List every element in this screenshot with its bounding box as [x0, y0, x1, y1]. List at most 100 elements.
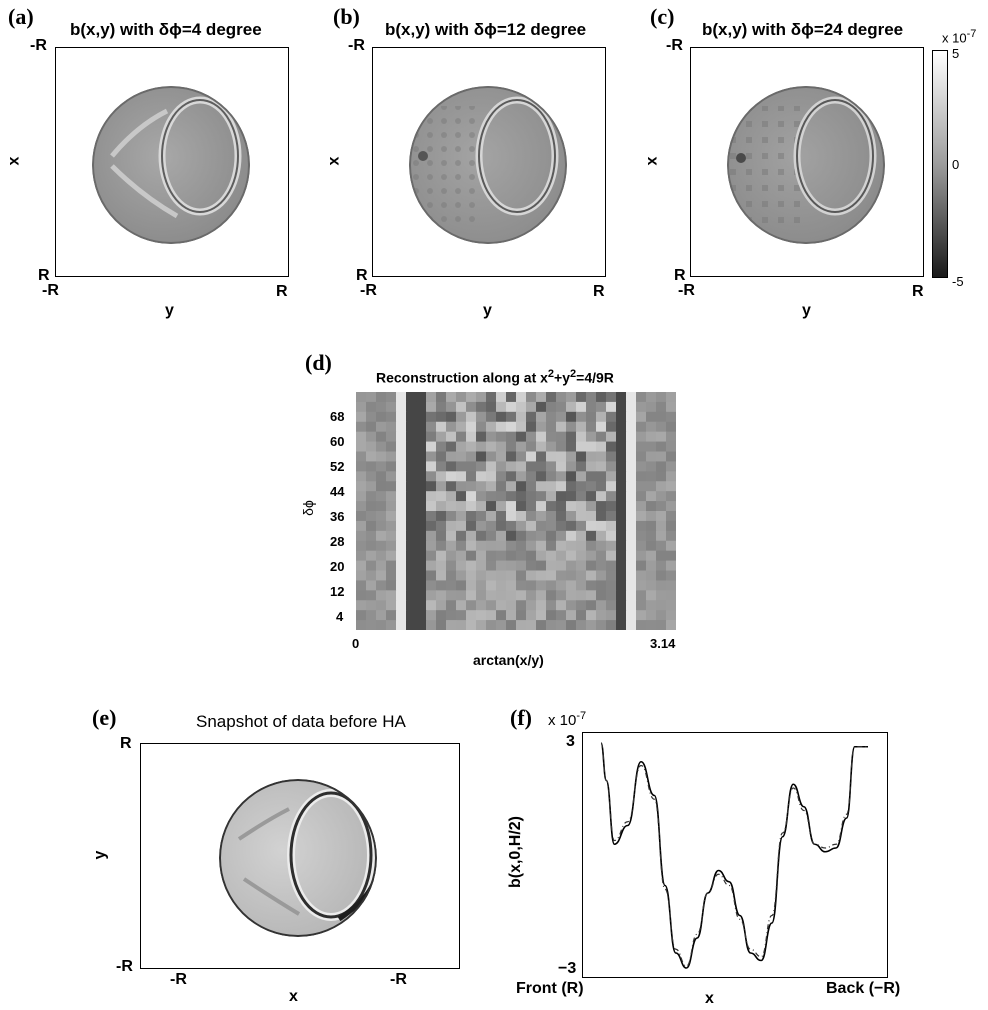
heatmap-cell: [426, 610, 437, 621]
heatmap-cell: [476, 511, 487, 522]
heatmap-cell: [666, 461, 676, 472]
heatmap-cell: [446, 600, 457, 611]
heatmap-cell: [356, 620, 367, 630]
heatmap-cell: [516, 530, 527, 542]
heatmap-cell: [606, 471, 617, 482]
heatmap-cell: [356, 580, 367, 591]
heatmap-cell: [626, 421, 637, 433]
heatmap-cell: [376, 401, 387, 413]
heatmap-cell: [546, 620, 557, 630]
heatmap-cell: [596, 421, 607, 433]
heatmap-cell: [416, 620, 427, 630]
heatmap-cell: [356, 392, 367, 403]
heatmap-cell: [436, 520, 447, 532]
heatmap-cell: [496, 620, 507, 630]
heatmap-cell: [406, 401, 417, 413]
heatmap-cell: [556, 600, 567, 611]
heatmap-cell: [656, 540, 667, 552]
heatmap-cell: [556, 431, 567, 443]
heatmap-cell: [626, 411, 637, 423]
heatmap-cell: [596, 520, 607, 532]
heatmap-cell: [456, 401, 467, 413]
heatmap-cell: [386, 491, 397, 502]
panel-e-ytick-top: R: [120, 735, 132, 752]
heatmap-cell: [466, 501, 477, 512]
heatmap-cell: [466, 590, 477, 601]
heatmap-cell: [586, 540, 597, 552]
heatmap-cell: [556, 590, 567, 601]
panel-a-ytick-bottom: R: [38, 267, 50, 284]
heatmap-cell: [626, 530, 637, 542]
heatmap-cell: [656, 401, 667, 413]
panel-c-xtick-left: -R: [678, 282, 695, 299]
heatmap-cell: [656, 501, 667, 512]
heatmap-cell: [646, 392, 657, 403]
heatmap-cell: [656, 570, 667, 581]
heatmap-cell: [376, 600, 387, 611]
panel-d-heatmap: [356, 392, 676, 630]
heatmap-cell: [576, 600, 587, 611]
panel-f-xlabel: x: [705, 990, 714, 1007]
heatmap-cell: [626, 451, 637, 462]
heatmap-cell: [616, 401, 627, 413]
heatmap-cell: [616, 431, 627, 443]
heatmap-cell: [536, 590, 547, 601]
panel-a-ylabel: x: [5, 156, 23, 166]
heatmap-cell: [576, 481, 587, 492]
heatmap-cell: [386, 481, 397, 492]
heatmap-cell: [636, 421, 647, 433]
heatmap-cell: [476, 421, 487, 433]
heatmap-cell: [416, 481, 427, 492]
heatmap-cell: [426, 411, 437, 423]
heatmap-cell: [506, 540, 517, 552]
heatmap-cell: [446, 421, 457, 433]
heatmap-cell: [656, 421, 667, 433]
heatmap-cell: [506, 461, 517, 472]
heatmap-cell: [656, 491, 667, 502]
heatmap-cell: [586, 580, 597, 591]
heatmap-cell: [656, 520, 667, 532]
heatmap-cell: [506, 530, 517, 542]
heatmap-cell: [466, 570, 477, 581]
heatmap-cell: [366, 610, 377, 621]
heatmap-cell: [446, 392, 457, 403]
heatmap-cell: [436, 560, 447, 571]
heatmap-cell: [466, 580, 477, 591]
heatmap-cell: [576, 461, 587, 472]
heatmap-cell: [356, 401, 367, 413]
heatmap-cell: [466, 481, 477, 492]
panel-e-ylabel: y: [91, 850, 109, 860]
heatmap-cell: [606, 610, 617, 621]
heatmap-cell: [466, 511, 477, 522]
heatmap-cell: [356, 511, 367, 522]
heatmap-cell: [546, 451, 557, 462]
heatmap-cell: [436, 461, 447, 472]
heatmap-cell: [666, 520, 676, 532]
heatmap-cell: [646, 441, 657, 452]
heatmap-cell: [636, 590, 647, 601]
heatmap-cell: [426, 560, 437, 571]
heatmap-cell: [496, 471, 507, 482]
panel-e-ytick-bottom: -R: [116, 958, 133, 975]
heatmap-cell: [376, 392, 387, 403]
heatmap-cell: [456, 481, 467, 492]
heatmap-cell: [606, 451, 617, 462]
panel-d-title: Reconstruction along at x2+y2=4/9R: [376, 368, 614, 386]
heatmap-cell: [476, 461, 487, 472]
heatmap-cell: [406, 530, 417, 542]
panel-a-field-image: [92, 86, 250, 244]
heatmap-cell: [596, 401, 607, 413]
heatmap-cell: [626, 610, 637, 621]
heatmap-cell: [536, 610, 547, 621]
heatmap-cell: [456, 431, 467, 443]
heatmap-cell: [526, 421, 537, 433]
heatmap-cell: [516, 570, 527, 581]
heatmap-cell: [486, 570, 497, 581]
heatmap-cell: [506, 421, 517, 433]
heatmap-cell: [606, 620, 617, 630]
heatmap-cell: [566, 501, 577, 512]
heatmap-cell: [466, 471, 477, 482]
heatmap-cell: [386, 441, 397, 452]
heatmap-cell: [646, 401, 657, 413]
heatmap-cell: [526, 471, 537, 482]
